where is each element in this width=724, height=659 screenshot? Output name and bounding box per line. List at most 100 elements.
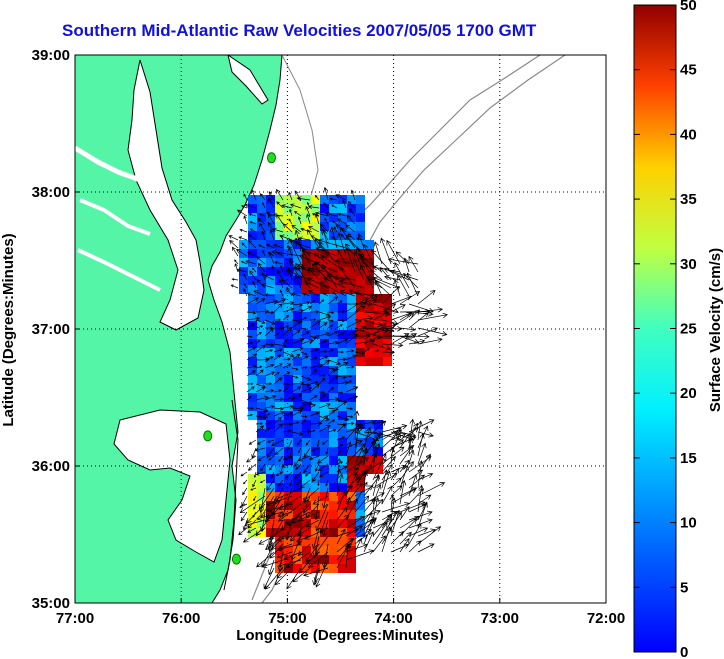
velocity-arrow (291, 386, 302, 393)
velocity-cell (293, 519, 302, 528)
velocity-cell (311, 501, 320, 510)
velocity-arrow (257, 262, 266, 273)
velocity-cell (347, 564, 356, 573)
velocity-arrow (354, 537, 363, 553)
velocity-arrow (264, 364, 275, 369)
velocity-cell (347, 537, 356, 546)
velocity-cell (320, 456, 329, 465)
velocity-cell (248, 528, 257, 537)
velocity-arrow (266, 244, 275, 249)
velocity-arrow (336, 537, 354, 553)
velocity-cell (284, 465, 293, 474)
x-axis-ticks: 77:00 76:00 75:00 74:00 73:00 72:00 (56, 598, 625, 627)
velocity-cell (311, 303, 320, 312)
velocity-arrow (336, 490, 346, 513)
velocity-cell (248, 411, 257, 420)
velocity-cell (338, 312, 347, 321)
velocity-arrow (354, 410, 360, 441)
velocity-cell (257, 447, 266, 456)
velocity-arrow (337, 212, 347, 217)
velocity-arrow (252, 280, 257, 289)
velocity-arrow (273, 406, 284, 411)
velocity-cell (311, 312, 320, 321)
velocity-cell (293, 348, 302, 357)
velocity-cell (320, 546, 329, 555)
velocity-cell (266, 240, 275, 249)
velocity-cell (338, 339, 347, 348)
velocity-cell (284, 456, 293, 465)
velocity-cell (347, 339, 356, 348)
velocity-cell (302, 564, 311, 573)
velocity-cell (302, 222, 311, 231)
velocity-arrow (268, 455, 275, 461)
velocity-arrow (264, 422, 271, 425)
velocity-arrow (246, 382, 254, 386)
velocity-arrow (336, 423, 347, 433)
velocity-cell (329, 339, 338, 348)
velocity-arrow (236, 209, 248, 217)
velocity-arrow (292, 567, 311, 583)
velocity-cell (275, 240, 284, 249)
velocity-cell (320, 348, 329, 357)
velocity-arrow (273, 377, 283, 385)
velocity-cell (329, 321, 338, 330)
velocity-arrow (345, 395, 359, 401)
velocity-arrow (390, 467, 400, 481)
velocity-arrow (345, 375, 353, 378)
velocity-arrow (255, 308, 270, 314)
velocity-arrow (318, 394, 326, 401)
velocity-arrow (331, 204, 338, 209)
velocity-cell (365, 321, 374, 330)
velocity-arrow (417, 307, 444, 313)
velocity-arrow (363, 335, 381, 345)
velocity-cell (257, 213, 266, 222)
velocity-arrow (248, 213, 257, 217)
velocity-arrow (289, 208, 293, 217)
velocity-arrow (256, 256, 266, 265)
velocity-arrow (255, 344, 266, 353)
velocity-arrow (258, 213, 266, 217)
velocity-arrow (363, 319, 383, 327)
velocity-arrow (327, 368, 336, 377)
velocity-arrow (345, 457, 370, 473)
velocity-arrow (228, 235, 239, 241)
velocity-cell (329, 384, 338, 393)
velocity-cell (356, 267, 365, 276)
velocity-arrow (344, 544, 351, 569)
velocity-arrow (300, 331, 310, 337)
velocity-arrow (318, 402, 331, 409)
velocity-arrow (255, 365, 263, 369)
velocity-cell (257, 312, 266, 321)
velocity-cell (329, 303, 338, 312)
velocity-arrow (336, 332, 345, 337)
velocity-arrow (345, 380, 352, 385)
velocity-arrow (363, 475, 380, 497)
velocity-arrow (291, 302, 304, 307)
velocity-cell (284, 474, 293, 483)
velocity-cell (356, 483, 365, 492)
velocity-cell (311, 492, 320, 501)
velocity-cell (257, 510, 266, 519)
velocity-cell (293, 546, 302, 555)
velocity-arrow (277, 559, 302, 568)
velocity-cell (374, 438, 383, 447)
velocity-cell (347, 474, 356, 483)
velocity-cell (302, 411, 311, 420)
velocity-arrow (317, 479, 320, 487)
outer-banks (223, 399, 239, 591)
velocity-arrow (240, 260, 248, 265)
velocity-arrow (399, 531, 412, 545)
velocity-arrow (318, 360, 331, 369)
velocity-arrow (261, 230, 266, 241)
velocity-arrow (276, 213, 284, 225)
velocity-cell (293, 294, 302, 303)
velocity-cell (311, 402, 320, 411)
velocity-cell (293, 267, 302, 276)
velocity-cell (329, 483, 338, 492)
velocity-cell (347, 465, 356, 474)
velocity-cell (266, 519, 275, 528)
velocity-cell (329, 393, 338, 402)
velocity-arrow (297, 216, 302, 225)
velocity-cell (275, 294, 284, 303)
